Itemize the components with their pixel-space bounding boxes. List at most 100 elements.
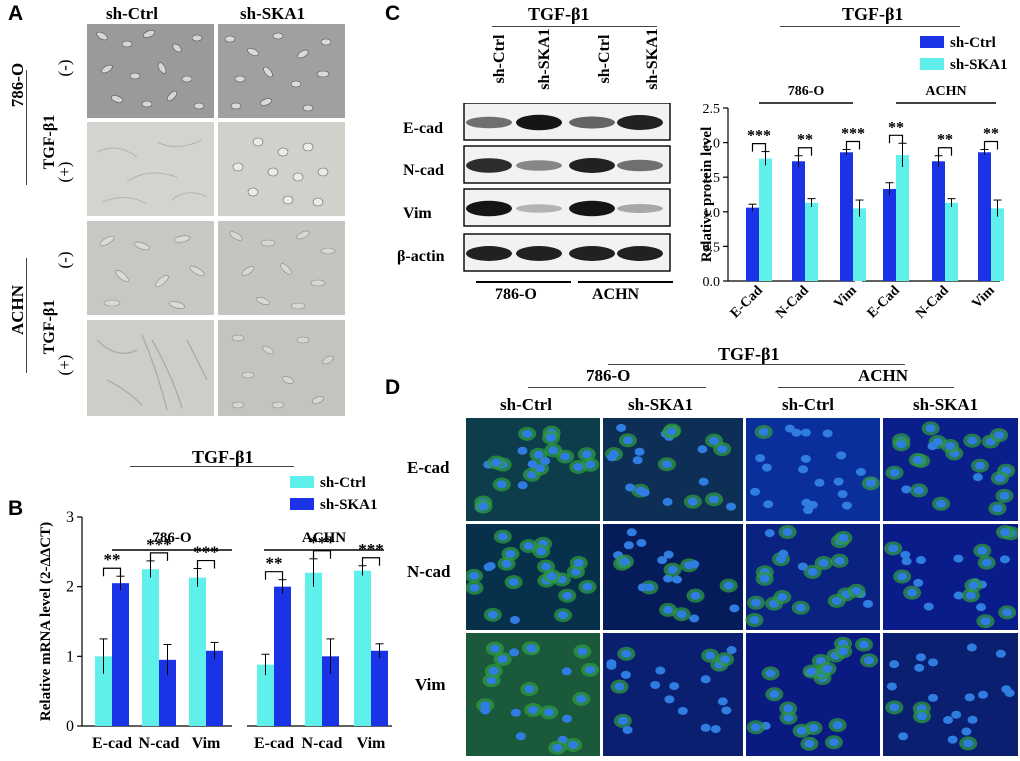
if-nucleus	[568, 740, 579, 749]
if-nucleus	[750, 723, 761, 732]
if-nucleus	[999, 528, 1010, 537]
if-nucleus	[801, 498, 812, 507]
if-nucleus	[524, 685, 535, 694]
if-nucleus	[697, 445, 708, 454]
if-nucleus	[896, 440, 907, 449]
bar-sh-SKA1	[159, 659, 176, 726]
immunofluorescence-svg	[465, 418, 1020, 758]
if-nucleus	[888, 544, 899, 553]
legend-label: sh-SKA1	[320, 497, 378, 513]
if-nucleus	[945, 442, 956, 451]
if-nucleus	[964, 693, 975, 702]
significance-mark: **	[104, 550, 121, 569]
if-nucleus	[581, 450, 592, 459]
if-nucleus	[509, 615, 520, 624]
bar-sh-Ctrl	[257, 664, 274, 726]
y-axis-label: Relative mRNA level (2-ΔΔCT)	[38, 522, 54, 721]
bar-sh-SKA1	[112, 583, 129, 726]
if-nucleus	[606, 661, 617, 670]
if-nucleus	[797, 562, 808, 571]
if-nucleus	[546, 572, 557, 581]
if-nucleus	[783, 704, 794, 713]
panel-d-786o-label: 786-O	[586, 366, 631, 385]
y-axis-label: Relative protein level	[699, 127, 715, 263]
if-nucleus	[709, 495, 720, 504]
blot-band	[516, 204, 562, 213]
if-nucleus	[667, 565, 678, 574]
panel-letter-c: C	[385, 2, 401, 25]
panel-a-minus-2: (-)	[55, 251, 74, 269]
protein-label-ncad: N-cad	[403, 162, 444, 179]
if-nucleus	[913, 486, 924, 495]
if-nucleus	[804, 739, 815, 748]
if-nucleus	[901, 557, 912, 566]
if-nucleus	[963, 739, 974, 748]
if-nucleus	[496, 480, 507, 489]
x-tick-label: Vim	[357, 735, 386, 752]
if-nucleus	[837, 490, 848, 499]
bar-sh-Ctrl	[354, 570, 371, 726]
if-nucleus	[497, 655, 508, 664]
bar-sh-SKA1	[805, 202, 818, 281]
if-nucleus	[980, 617, 991, 626]
if-nucleus	[897, 572, 908, 581]
significance-mark: **	[888, 119, 904, 136]
x-tick-label: E-cad	[254, 735, 294, 752]
if-nucleus	[915, 556, 926, 565]
phase-contrast-image-achn-ska1-untreated	[218, 221, 345, 315]
panel-d-col-label-2: sh-SKA1	[628, 395, 694, 414]
bar-sh-SKA1	[322, 656, 339, 726]
phase-contrast-image-achn-ctrl-tgfb1	[87, 320, 214, 416]
if-nucleus	[486, 676, 497, 685]
bar-sh-SKA1	[206, 650, 223, 726]
panel-c-blot-treatment-label: TGF-β1	[528, 4, 590, 24]
y-tick-label: 0.5	[703, 240, 721, 255]
if-nucleus	[923, 602, 934, 611]
if-nucleus	[489, 644, 500, 653]
if-nucleus	[501, 559, 512, 568]
if-image-Vim-1	[466, 633, 600, 758]
if-nucleus	[491, 458, 502, 467]
if-nucleus	[795, 603, 806, 612]
bar-sh-Ctrl	[746, 207, 759, 281]
x-tick-label: N-Cad	[913, 283, 952, 322]
if-nucleus	[705, 651, 716, 660]
significance-mark: **	[266, 554, 283, 573]
chart-b: 0 1 2 3 Relative mRNA level (2-ΔΔCT) ** E-cad *…	[38, 475, 392, 752]
legend-swatch-sh-Ctrl	[290, 476, 314, 488]
if-nucleus	[999, 555, 1010, 564]
western-blot	[463, 103, 671, 272]
blot-band	[617, 159, 663, 172]
bar-sh-Ctrl	[792, 161, 805, 281]
if-nucleus	[749, 487, 760, 496]
x-tick-label: E-Cad	[728, 283, 766, 321]
if-nucleus	[637, 583, 648, 592]
if-image-N-cad-4	[883, 524, 1020, 630]
if-nucleus	[625, 483, 636, 492]
if-nucleus	[759, 574, 770, 583]
if-nucleus	[700, 675, 711, 684]
if-nucleus	[528, 705, 539, 714]
if-nucleus	[796, 726, 807, 735]
if-nucleus	[557, 611, 568, 620]
if-nucleus	[717, 445, 728, 454]
if-nucleus	[562, 591, 573, 600]
panel-d-col-label-3: sh-Ctrl	[782, 395, 834, 414]
if-nucleus	[517, 446, 528, 455]
if-image-E-cad-1	[466, 418, 600, 521]
y-tick-label: 2	[66, 579, 74, 596]
significance-bracket	[845, 140, 861, 150]
if-nucleus	[487, 610, 498, 619]
panel-a-col-label-1: sh-Ctrl	[106, 4, 158, 23]
if-nucleus	[864, 656, 875, 665]
bar-sh-Ctrl	[883, 188, 896, 281]
if-nucleus	[657, 556, 668, 565]
if-image-E-cad-4	[883, 418, 1019, 521]
blot-band	[617, 115, 663, 130]
if-image-Vim-2	[603, 633, 743, 758]
panel-d-col-label-1: sh-Ctrl	[500, 395, 552, 414]
blot-band	[569, 246, 615, 261]
phase-contrast-image-achn-ctrl-untreated	[87, 221, 214, 315]
panel-a-plus-1: (+)	[55, 161, 74, 183]
if-image-E-cad-3	[746, 418, 880, 521]
